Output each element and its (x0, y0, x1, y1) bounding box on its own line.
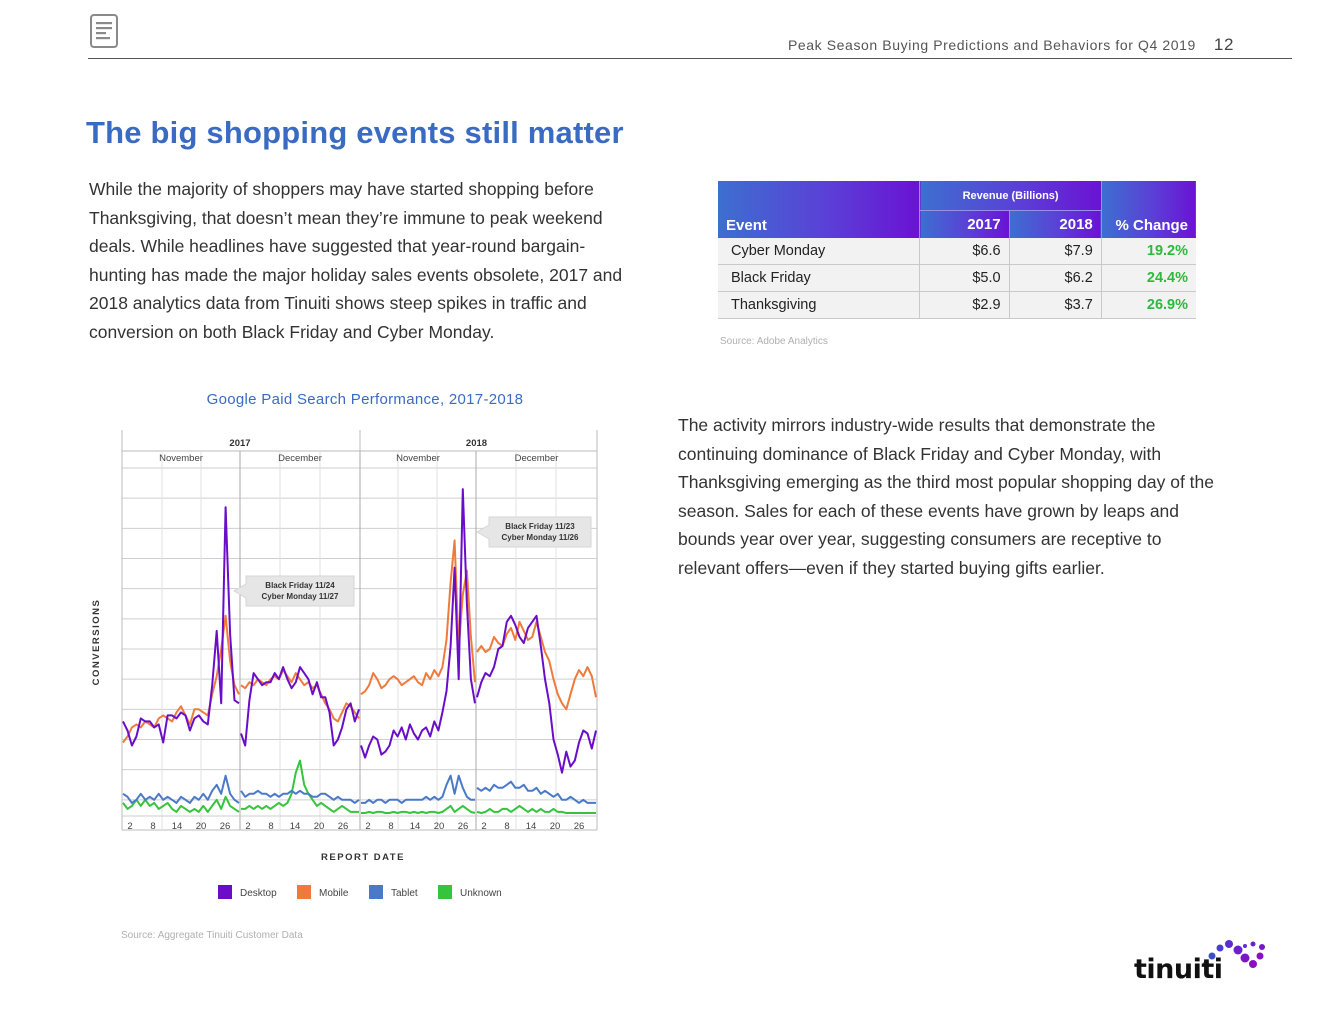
event-cell: Thanksgiving (718, 291, 920, 319)
series-line-desktop (240, 666, 360, 747)
line-chart: 2017 2018 November December November December… (91, 430, 598, 899)
column-header-event: Event (718, 181, 920, 238)
series-line-desktop (476, 614, 597, 774)
column-header-2017: 2017 (919, 210, 1010, 238)
annotation-line: Cyber Monday 11/27 (262, 592, 339, 601)
legend-swatch (297, 885, 311, 899)
table-row: Cyber Monday $6.6 $7.9 19.2% (718, 238, 1196, 265)
tinuiti-logo: tinuiti (1134, 938, 1269, 990)
legend-swatch (438, 885, 452, 899)
x-tick-label: 14 (290, 821, 301, 832)
change-cell: 24.4% (1100, 264, 1196, 292)
annotation-callout (233, 575, 355, 607)
x-tick-label: 2 (127, 821, 132, 832)
second-paragraph: The activity mirrors industry-wide resul… (678, 415, 1215, 578)
value-2018-cell: $7.9 (1008, 238, 1102, 265)
month-label: November (396, 453, 440, 464)
annotation-line: Cyber Monday 11/26 (502, 533, 579, 542)
x-tick-label: 26 (574, 821, 585, 832)
column-header-2018: 2018 (1008, 210, 1102, 238)
series-line-tablet (240, 789, 360, 804)
event-cell: Cyber Monday (718, 238, 920, 265)
page-number: 12 (1213, 35, 1234, 54)
x-tick-label: 8 (150, 821, 155, 832)
x-tick-label: 8 (504, 821, 509, 832)
intro-paragraph: While the majority of shoppers may have … (89, 179, 623, 342)
change-cell: 26.9% (1100, 291, 1196, 319)
table-row: Thanksgiving $2.9 $3.7 26.9% (718, 291, 1196, 319)
value-2018-cell: $3.7 (1008, 291, 1102, 319)
series-line-unknown (241, 759, 359, 813)
x-tick-label: 2 (481, 821, 486, 832)
series-line-desktop (360, 488, 476, 759)
x-tick-label: 20 (434, 821, 445, 832)
series-line-mobile (240, 669, 360, 723)
chart-source: Source: Aggregate Tinuiti Customer Data (121, 930, 303, 941)
event-cell: Black Friday (718, 264, 920, 292)
value-2017-cell: $6.6 (919, 238, 1010, 265)
document-icon (90, 14, 118, 48)
annotation-line: Black Friday 11/23 (505, 522, 575, 531)
x-tick-label: 20 (314, 821, 325, 832)
series-line-unknown (122, 795, 240, 813)
series-line-mobile (360, 539, 476, 696)
x-tick-label: 14 (172, 821, 183, 832)
page-title: The big shopping events still matter (86, 115, 624, 150)
header-divider (88, 58, 1292, 59)
value-2018-cell: $6.2 (1008, 264, 1102, 292)
year-label: 2018 (466, 438, 487, 449)
value-2017-cell: $2.9 (919, 291, 1010, 319)
report-title: Peak Season Buying Predictions and Behav… (787, 37, 1196, 53)
legend-swatch (218, 885, 232, 899)
x-tick-label: 14 (410, 821, 421, 832)
logo-dots-icon (1203, 940, 1265, 968)
series-line-desktop (122, 506, 240, 747)
x-tick-label: 26 (220, 821, 231, 832)
legend-label: Tablet (391, 888, 418, 899)
legend-label: Desktop (240, 888, 277, 899)
change-cell: 19.2% (1100, 238, 1196, 265)
series-line-unknown (476, 804, 596, 814)
x-axis-label: REPORT DATE (321, 852, 405, 863)
series-line-tablet (122, 774, 240, 804)
chart-title: Google Paid Search Performance, 2017-201… (206, 391, 524, 408)
value-2017-cell: $5.0 (919, 264, 1010, 292)
legend-swatch (369, 885, 383, 899)
legend-label: Unknown (460, 888, 502, 899)
month-label: December (515, 453, 559, 464)
annotation-line: Black Friday 11/24 (265, 581, 335, 590)
month-label: November (159, 453, 203, 464)
x-tick-label: 2 (245, 821, 250, 832)
series-line-unknown (361, 804, 476, 814)
year-label: 2017 (229, 438, 250, 449)
legend-label: Mobile (319, 888, 349, 899)
x-tick-label: 8 (388, 821, 393, 832)
table-row: Black Friday $5.0 $6.2 24.4% (718, 264, 1196, 292)
column-group-revenue: Revenue (Billions) (919, 181, 1102, 211)
x-tick-label: 20 (550, 821, 561, 832)
table-source: Source: Adobe Analytics (720, 336, 828, 347)
series-line-tablet (361, 774, 475, 804)
report-header: Peak Season Buying Predictions and Behav… (788, 35, 1234, 55)
x-tick-label: 20 (196, 821, 207, 832)
series-line-mobile (122, 614, 240, 744)
y-axis-label: CONVERSIONS (91, 599, 102, 686)
column-header-change: % Change (1100, 181, 1196, 238)
annotation-callout (476, 516, 592, 548)
x-tick-label: 14 (526, 821, 537, 832)
logo-wordmark: tinuiti (1134, 954, 1223, 985)
x-tick-label: 2 (365, 821, 370, 832)
x-tick-label: 26 (458, 821, 469, 832)
revenue-table: Event Revenue (Billions) % Change 2017 2… (718, 181, 1196, 319)
series-line-tablet (476, 780, 596, 804)
month-label: December (278, 453, 322, 464)
x-tick-label: 26 (338, 821, 349, 832)
x-tick-label: 8 (268, 821, 273, 832)
